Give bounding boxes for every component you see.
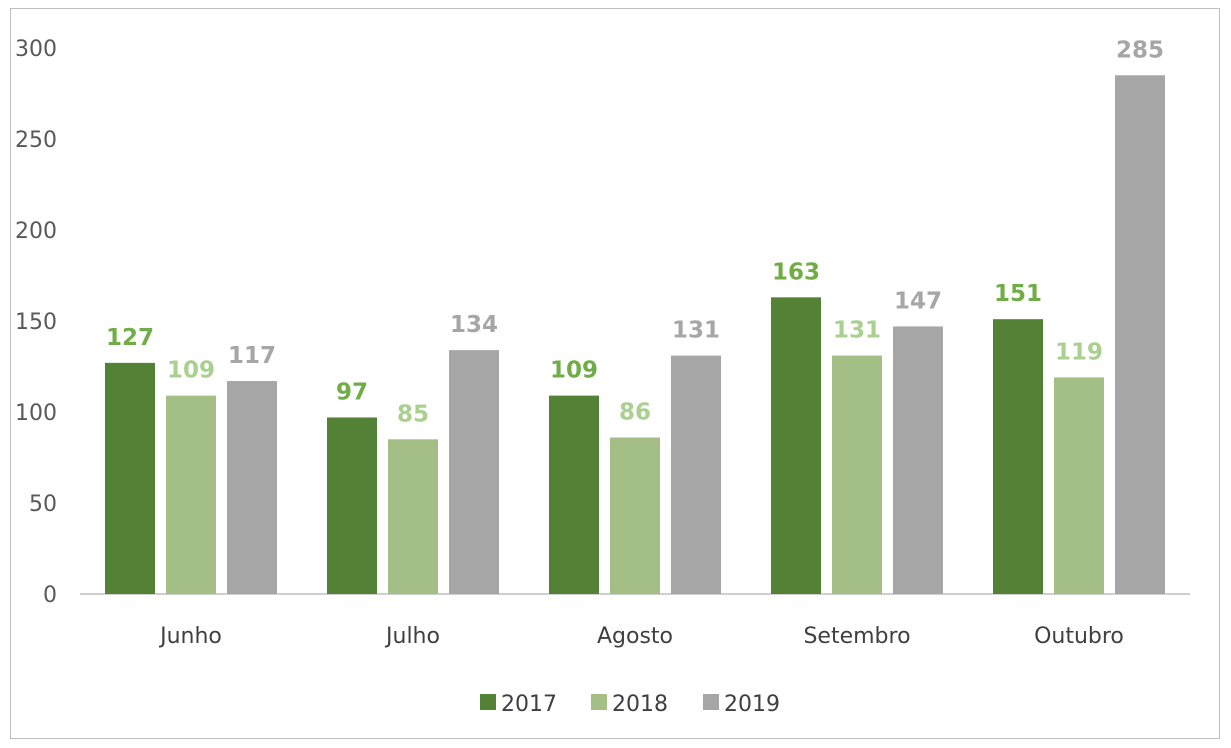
data-label: 86 — [619, 399, 651, 425]
legend: 2017 2018 2019 — [480, 692, 780, 717]
data-label: 127 — [106, 325, 154, 351]
y-tick-label: 100 — [15, 401, 57, 426]
legend-swatch-2019 — [703, 694, 719, 710]
bar-2019-outubro — [1115, 75, 1165, 595]
bar-2019-junho — [227, 381, 277, 594]
y-tick-label: 150 — [15, 310, 57, 335]
bar-2018-junho — [166, 395, 216, 594]
data-label: 131 — [672, 318, 720, 344]
data-label: 119 — [1055, 339, 1103, 365]
data-labels: 127 109 117 97 85 134 109 86 131 163 131 147 151 119 2… — [106, 37, 1164, 427]
legend-swatch-2018 — [591, 694, 607, 710]
bar-2019-julho — [449, 350, 499, 594]
x-tick-label: Setembro — [803, 624, 910, 649]
legend-label-2017: 2017 — [501, 692, 557, 717]
bar-2018-julho — [388, 439, 438, 594]
y-axis-labels: 0 50 100 150 200 250 300 — [15, 37, 57, 608]
bar-2018-outubro — [1054, 377, 1104, 594]
data-label: 163 — [772, 259, 820, 285]
x-tick-label: Outubro — [1034, 624, 1124, 649]
bar-2017-outubro — [993, 319, 1043, 594]
data-label: 97 — [336, 379, 368, 405]
legend-label-2018: 2018 — [612, 692, 668, 717]
y-tick-label: 250 — [15, 128, 57, 153]
data-label: 109 — [167, 358, 215, 384]
data-label: 134 — [450, 312, 498, 338]
data-label: 117 — [228, 343, 276, 369]
x-tick-label: Junho — [158, 624, 222, 649]
chart-frame — [10, 8, 1220, 739]
data-label: 147 — [894, 288, 942, 314]
legend-swatch-2017 — [480, 694, 496, 710]
x-axis-labels: Junho Julho Agosto Setembro Outubro — [158, 624, 1124, 649]
data-label: 151 — [994, 281, 1042, 307]
bar-2017-julho — [327, 417, 377, 594]
bar-2017-setembro — [771, 297, 821, 594]
bar-2018-setembro — [832, 355, 882, 594]
bar-2019-agosto — [671, 355, 721, 594]
data-label: 285 — [1116, 37, 1164, 63]
bars — [105, 75, 1165, 595]
data-label: 131 — [833, 318, 881, 344]
data-label: 85 — [397, 401, 429, 427]
legend-label-2019: 2019 — [724, 692, 780, 717]
bar-2019-setembro — [893, 326, 943, 594]
x-tick-label: Agosto — [597, 624, 673, 649]
y-tick-label: 0 — [43, 583, 57, 608]
y-tick-label: 50 — [29, 492, 57, 517]
y-tick-label: 200 — [15, 219, 57, 244]
bar-2018-agosto — [610, 437, 660, 594]
x-tick-label: Julho — [384, 624, 440, 649]
bar-2017-junho — [105, 362, 155, 594]
y-tick-label: 300 — [15, 37, 57, 62]
data-label: 109 — [550, 358, 598, 384]
bar-2017-agosto — [549, 395, 599, 594]
